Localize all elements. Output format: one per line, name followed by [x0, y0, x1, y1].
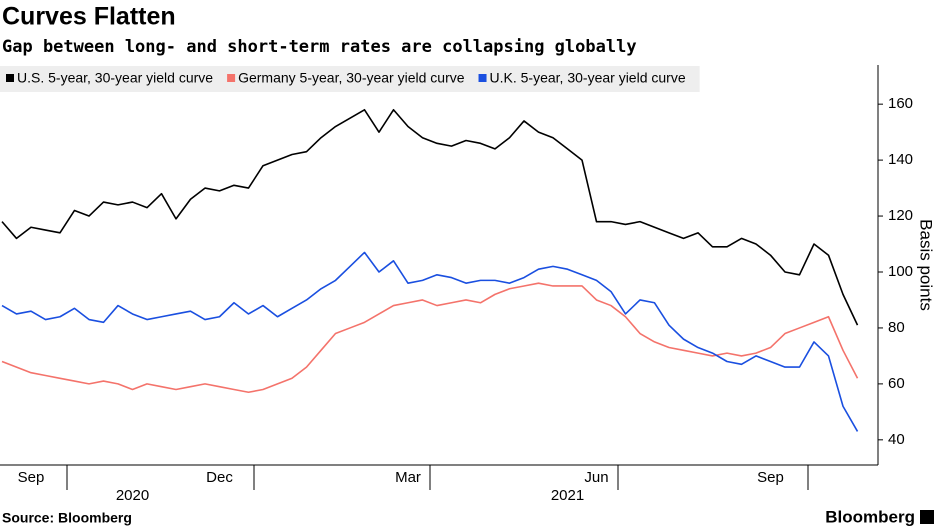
- legend: U.S. 5-year, 30-year yield curve Germany …: [0, 66, 700, 92]
- x-year-label: 2021: [551, 487, 584, 504]
- legend-swatch: [6, 74, 14, 82]
- legend-swatch: [227, 74, 236, 82]
- x-tick-label: Mar: [395, 469, 421, 486]
- brand-icon: [920, 510, 934, 524]
- chart-subtitle: Gap between long- and short-term rates a…: [2, 37, 637, 57]
- x-tick-label: Sep: [18, 469, 45, 486]
- source: Source: Bloomberg: [2, 510, 132, 526]
- legend-label: Germany 5-year, 30-year yield curve: [238, 70, 465, 86]
- brand: Bloomberg: [825, 507, 915, 526]
- y-tick-label: 140: [888, 151, 913, 168]
- y-tick-label: 80: [888, 319, 905, 336]
- y-tick-label: 100: [888, 263, 913, 280]
- y-axis-label: Basis points: [917, 219, 936, 311]
- legend-bg: [0, 66, 700, 92]
- y-tick-label: 160: [888, 95, 913, 112]
- legend-label: U.K. 5-year, 30-year yield curve: [490, 70, 686, 86]
- series-line: [1, 282, 859, 394]
- y-tick-label: 60: [888, 375, 905, 392]
- x-tick-label: Sep: [757, 469, 784, 486]
- legend-swatch: [478, 74, 487, 82]
- x-tick-label: Dec: [206, 469, 233, 486]
- chart-title: Curves Flatten: [2, 3, 176, 31]
- legend-label: U.S. 5-year, 30-year yield curve: [17, 70, 213, 86]
- series-line: [1, 108, 859, 326]
- x-year-label: 2020: [116, 487, 149, 504]
- x-tick-label: Jun: [584, 469, 608, 486]
- series-line: [1, 251, 859, 432]
- month-separators: [66, 465, 809, 490]
- y-tick-label: 40: [888, 431, 905, 448]
- y-tick-label: 120: [888, 207, 913, 224]
